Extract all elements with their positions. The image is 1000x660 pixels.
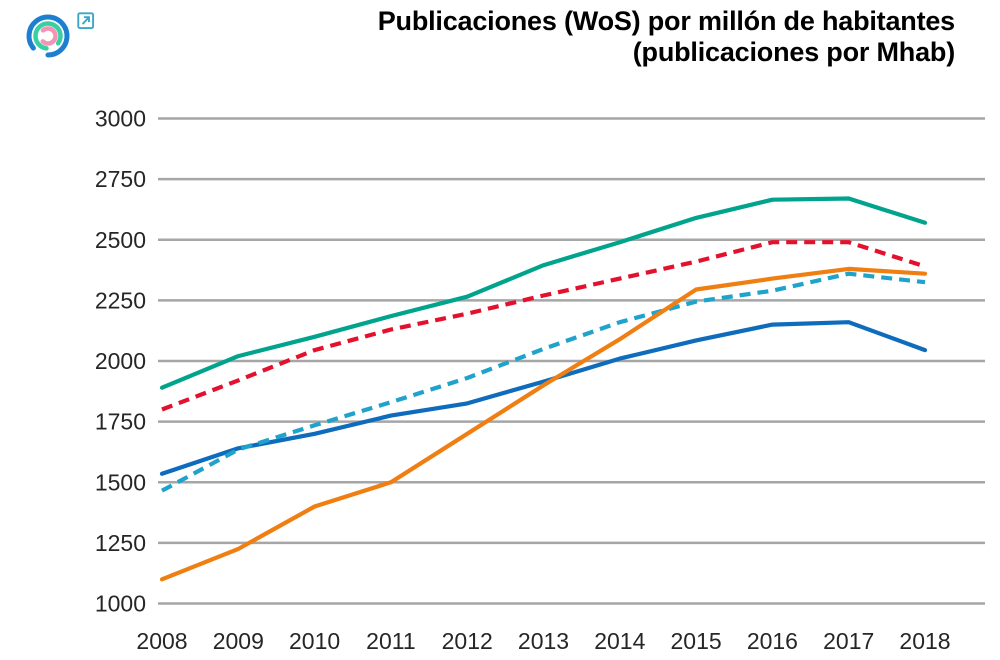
y-tick-label: 1250 [95, 530, 146, 556]
chart-title: Publicaciones (WoS) por millón de habita… [195, 6, 955, 69]
x-tick-label: 2017 [823, 628, 874, 654]
logo-outer-arc [26, 14, 70, 58]
x-tick-label: 2010 [289, 628, 340, 654]
x-tick-label: 2012 [442, 628, 493, 654]
chart-title-line1: Publicaciones (WoS) por millón de habita… [377, 6, 955, 36]
x-tick-label: 2016 [747, 628, 798, 654]
x-tick-label: 2009 [213, 628, 264, 654]
series-line-orange-solid[interactable] [159, 266, 928, 582]
series-line-blue-solid[interactable] [159, 320, 928, 476]
external-link-icon[interactable] [77, 12, 95, 30]
chart-title-line2: (publicaciones por Mhab) [632, 37, 955, 68]
x-tick-label: 2015 [671, 628, 722, 654]
series-line-red-dashed[interactable] [161, 240, 926, 412]
series-line-cyan-dashed[interactable] [161, 271, 926, 493]
logo-inner-arc [38, 26, 58, 46]
logo-arcs-icon [26, 14, 70, 58]
y-tick-label: 3000 [95, 106, 146, 132]
x-tick-label: 2013 [518, 628, 569, 654]
x-tick-label: 2018 [899, 628, 950, 654]
series-line-teal-solid[interactable] [159, 196, 928, 390]
y-tick-label: 2000 [95, 348, 146, 374]
y-tick-label: 2750 [95, 166, 146, 192]
x-tick-label: 2008 [136, 628, 187, 654]
y-tick-label: 2250 [95, 287, 146, 313]
external-link-arrow [81, 16, 90, 25]
x-tick-label: 2011 [366, 628, 415, 654]
logo [20, 7, 100, 63]
y-tick-label: 2500 [95, 227, 146, 253]
x-tick-label: 2014 [594, 628, 645, 654]
logo-middle-arc [33, 21, 63, 51]
y-tick-label: 1500 [95, 469, 146, 495]
y-tick-label: 1750 [95, 409, 146, 435]
y-tick-label: 1000 [95, 591, 146, 617]
